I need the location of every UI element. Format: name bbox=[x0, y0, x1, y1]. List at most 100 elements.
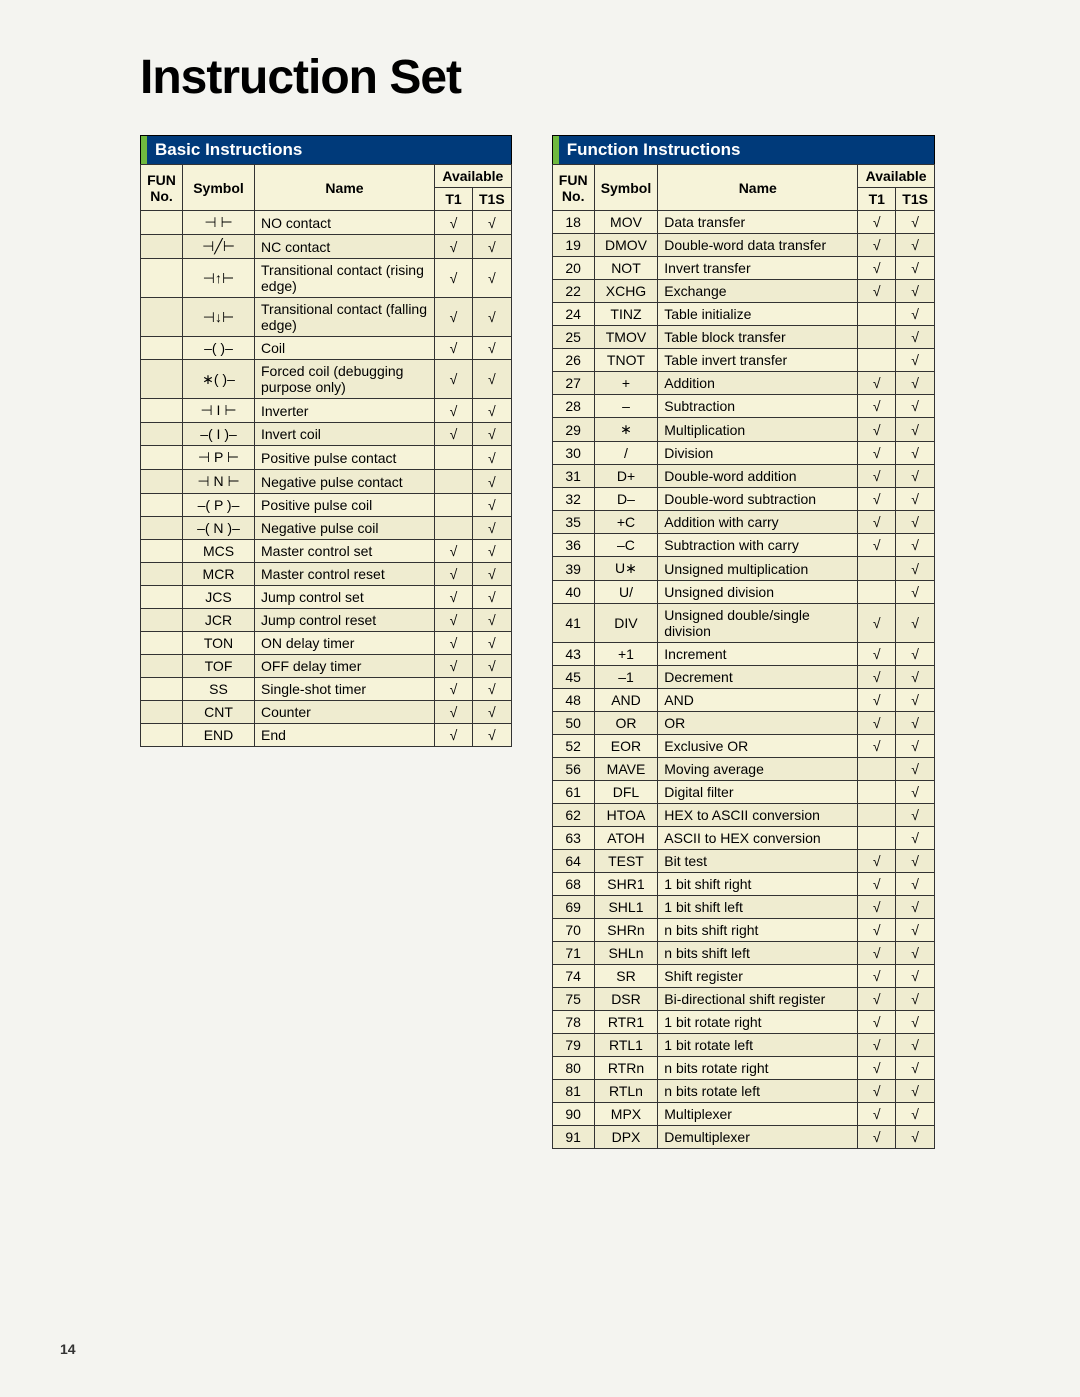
cell-name: Counter bbox=[255, 701, 435, 724]
cell-t1: √ bbox=[858, 211, 896, 234]
cell-name: Shift register bbox=[658, 965, 858, 988]
cell-name: Positive pulse contact bbox=[255, 446, 435, 470]
cell-fun: 50 bbox=[552, 712, 594, 735]
cell-t1s: √ bbox=[473, 655, 512, 678]
cell-t1s: √ bbox=[896, 758, 935, 781]
cell-name: n bits shift right bbox=[658, 919, 858, 942]
basic-panel-header: Basic Instructions bbox=[140, 135, 512, 164]
cell-t1: √ bbox=[435, 259, 473, 298]
cell-t1: √ bbox=[435, 678, 473, 701]
cell-name: Table block transfer bbox=[658, 326, 858, 349]
cell-name: Addition with carry bbox=[658, 511, 858, 534]
col-symbol: Symbol bbox=[183, 165, 255, 211]
cell-fun: 19 bbox=[552, 234, 594, 257]
cell-name: Moving average bbox=[658, 758, 858, 781]
table-row: JCSJump control set√√ bbox=[141, 586, 512, 609]
table-row: CNTCounter√√ bbox=[141, 701, 512, 724]
cell-t1s: √ bbox=[896, 712, 935, 735]
cell-fun: 61 bbox=[552, 781, 594, 804]
cell-symbol: JCS bbox=[183, 586, 255, 609]
cell-symbol: RTR1 bbox=[594, 1011, 658, 1034]
cell-t1s: √ bbox=[473, 259, 512, 298]
cell-name: ON delay timer bbox=[255, 632, 435, 655]
cell-symbol: U∗ bbox=[594, 557, 658, 581]
cell-fun: 43 bbox=[552, 643, 594, 666]
cell-name: n bits shift left bbox=[658, 942, 858, 965]
basic-table: FUN No. Symbol Name Available T1 T1S ⊣ ⊢… bbox=[140, 164, 512, 747]
cell-name: HEX to ASCII conversion bbox=[658, 804, 858, 827]
cell-symbol: END bbox=[183, 724, 255, 747]
cell-symbol: D– bbox=[594, 488, 658, 511]
cell-symbol: AND bbox=[594, 689, 658, 712]
cell-t1s: √ bbox=[896, 1126, 935, 1149]
cell-fun: 20 bbox=[552, 257, 594, 280]
basic-instructions-panel: Basic Instructions FUN No. Symbol Name A… bbox=[140, 135, 512, 747]
cell-fun bbox=[141, 337, 183, 360]
cell-symbol: RTL1 bbox=[594, 1034, 658, 1057]
cell-fun bbox=[141, 517, 183, 540]
cell-t1 bbox=[858, 326, 896, 349]
table-row: 30/Division√√ bbox=[552, 442, 934, 465]
cell-t1s: √ bbox=[473, 563, 512, 586]
cell-name: 1 bit rotate left bbox=[658, 1034, 858, 1057]
cell-fun: 40 bbox=[552, 581, 594, 604]
cell-t1s: √ bbox=[473, 701, 512, 724]
table-row: 68SHR11 bit shift right√√ bbox=[552, 873, 934, 896]
func-table: FUN No. Symbol Name Available T1 T1S 18M… bbox=[552, 164, 935, 1149]
cell-t1: √ bbox=[858, 1103, 896, 1126]
cell-t1 bbox=[858, 781, 896, 804]
cell-name: n bits rotate right bbox=[658, 1057, 858, 1080]
cell-name: Double-word data transfer bbox=[658, 234, 858, 257]
table-row: 19DMOVDouble-word data transfer√√ bbox=[552, 234, 934, 257]
cell-name: Forced coil (debugging purpose only) bbox=[255, 360, 435, 399]
table-row: 79RTL11 bit rotate left√√ bbox=[552, 1034, 934, 1057]
cell-fun: 26 bbox=[552, 349, 594, 372]
cell-t1s: √ bbox=[896, 465, 935, 488]
table-row: ∗( )–Forced coil (debugging purpose only… bbox=[141, 360, 512, 399]
cell-fun bbox=[141, 609, 183, 632]
cell-t1: √ bbox=[435, 235, 473, 259]
cell-t1 bbox=[435, 470, 473, 494]
table-row: 75DSRBi-directional shift register√√ bbox=[552, 988, 934, 1011]
cell-t1: √ bbox=[858, 666, 896, 689]
cell-fun bbox=[141, 632, 183, 655]
table-row: 39U∗Unsigned multiplication√ bbox=[552, 557, 934, 581]
cell-t1s: √ bbox=[473, 517, 512, 540]
table-row: 45–1Decrement√√ bbox=[552, 666, 934, 689]
cell-fun bbox=[141, 470, 183, 494]
cell-t1: √ bbox=[858, 234, 896, 257]
cell-fun bbox=[141, 399, 183, 423]
cell-t1s: √ bbox=[896, 1080, 935, 1103]
cell-fun: 52 bbox=[552, 735, 594, 758]
basic-table-head: FUN No. Symbol Name Available T1 T1S bbox=[141, 165, 512, 211]
cell-fun bbox=[141, 360, 183, 399]
cell-symbol: ⊣ N ⊢ bbox=[183, 470, 255, 494]
cell-symbol: / bbox=[594, 442, 658, 465]
cell-t1: √ bbox=[858, 257, 896, 280]
cell-name: Double-word subtraction bbox=[658, 488, 858, 511]
cell-t1s: √ bbox=[896, 643, 935, 666]
cell-symbol: DIV bbox=[594, 604, 658, 643]
cell-t1s: √ bbox=[473, 211, 512, 235]
table-row: 80RTRnn bits rotate right√√ bbox=[552, 1057, 934, 1080]
cell-fun: 75 bbox=[552, 988, 594, 1011]
cell-t1: √ bbox=[435, 701, 473, 724]
cell-name: Transitional contact (falling edge) bbox=[255, 298, 435, 337]
cell-t1s: √ bbox=[896, 873, 935, 896]
cell-symbol: ATOH bbox=[594, 827, 658, 850]
cell-t1: √ bbox=[858, 418, 896, 442]
cell-name: Digital filter bbox=[658, 781, 858, 804]
page: Instruction Set Basic Instructions FUN N… bbox=[0, 0, 1080, 1189]
table-row: ⊣↓⊢Transitional contact (falling edge)√√ bbox=[141, 298, 512, 337]
cell-fun: 32 bbox=[552, 488, 594, 511]
cell-name: 1 bit shift right bbox=[658, 873, 858, 896]
cell-fun bbox=[141, 211, 183, 235]
cell-fun bbox=[141, 298, 183, 337]
func-panel-header: Function Instructions bbox=[552, 135, 935, 164]
cell-t1: √ bbox=[858, 534, 896, 557]
table-row: 26TNOTTable invert transfer√ bbox=[552, 349, 934, 372]
cell-symbol: TINZ bbox=[594, 303, 658, 326]
basic-table-body: ⊣ ⊢NO contact√√⊣╱⊢NC contact√√⊣↑⊢Transit… bbox=[141, 211, 512, 747]
table-row: JCRJump control reset√√ bbox=[141, 609, 512, 632]
cell-fun: 27 bbox=[552, 372, 594, 395]
